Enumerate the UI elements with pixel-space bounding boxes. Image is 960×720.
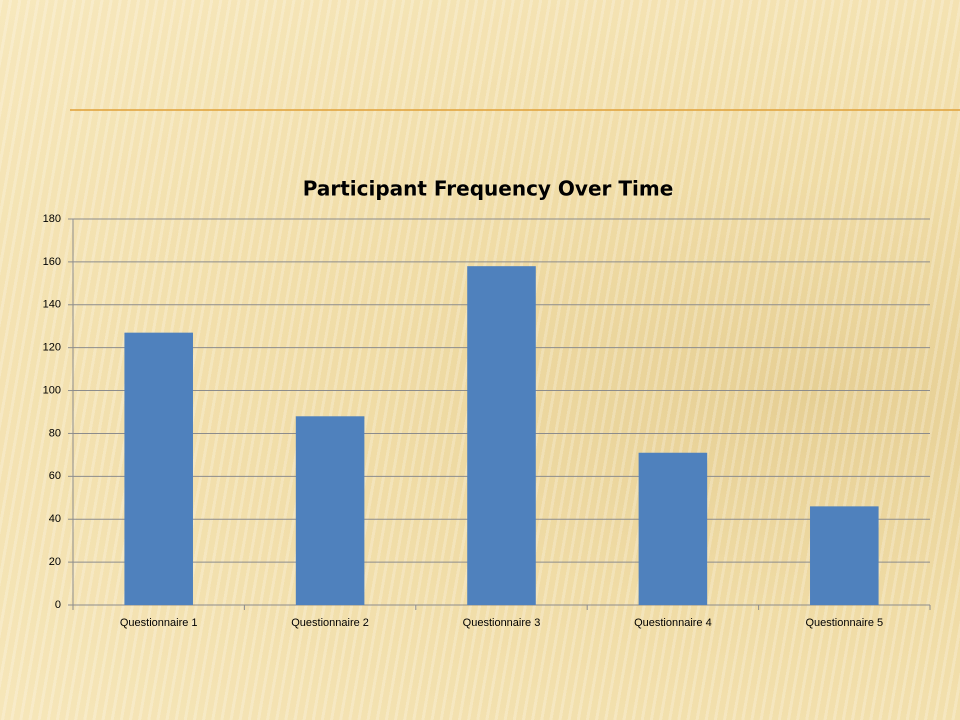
- y-tick-label: 140: [43, 299, 61, 311]
- y-tick-label: 40: [49, 513, 61, 525]
- x-tick-label: Questionnaire 1: [120, 617, 198, 629]
- x-tick-label: Questionnaire 4: [634, 617, 712, 629]
- x-tick-label: Questionnaire 2: [291, 617, 369, 629]
- bar: [124, 332, 193, 605]
- bar: [295, 416, 365, 605]
- y-tick-label: 80: [49, 427, 61, 439]
- y-tick-label: 20: [49, 556, 61, 568]
- y-tick-label: 160: [43, 256, 61, 268]
- y-tick-label: 120: [43, 342, 61, 354]
- bar: [810, 506, 879, 605]
- bar: [638, 452, 708, 605]
- x-tick-label: Questionnaire 3: [463, 617, 541, 629]
- y-tick-label: 100: [43, 384, 61, 396]
- x-tick-label: Questionnaire 5: [805, 617, 883, 629]
- y-tick-label: 0: [55, 599, 61, 611]
- y-tick-label: 180: [43, 213, 61, 225]
- y-tick-label: 60: [49, 470, 61, 482]
- bar: [467, 266, 536, 605]
- chart-title: Participant Frequency Over Time: [303, 177, 674, 201]
